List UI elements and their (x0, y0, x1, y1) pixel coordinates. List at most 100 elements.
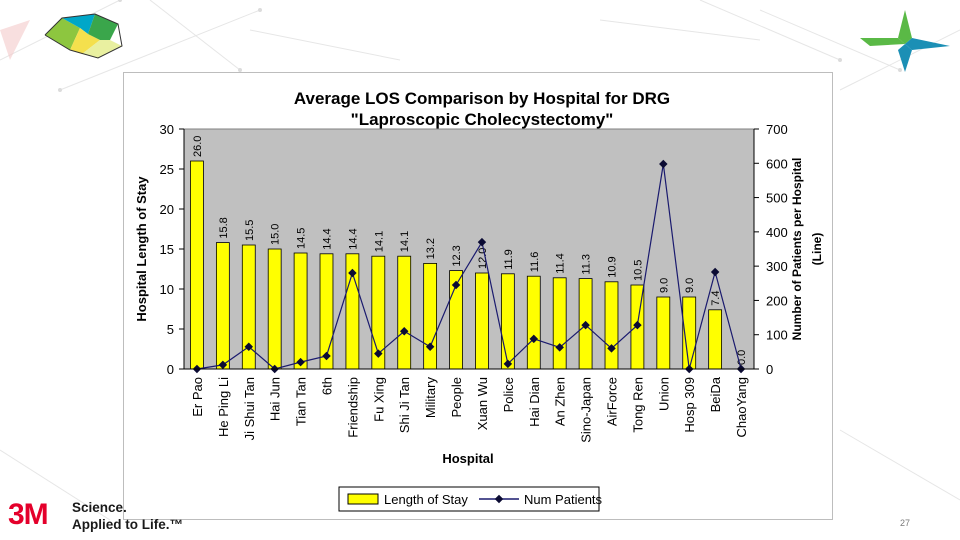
y-tick-label: 25 (160, 162, 174, 177)
bar-length-of-stay (319, 253, 334, 370)
event-logo-left-icon (44, 13, 123, 59)
legend-swatch-marker (494, 494, 504, 504)
marker-num-patients (581, 320, 590, 330)
marker-num-patients (477, 237, 487, 247)
marker-num-patients (503, 359, 513, 369)
y-tick-label: 20 (160, 202, 174, 217)
los-comparison-chart: 26.0 15.8 15.5 15.0 14.5 14.4 14.4 14.1 14.1 13.2… (134, 89, 824, 512)
y2-tick-label: 500 (766, 191, 788, 206)
marker-num-patients (451, 280, 461, 290)
x-tick-label: He Ping Li (216, 377, 231, 437)
marker-num-patients (322, 351, 331, 361)
bar-length-of-stay (267, 248, 282, 370)
bar-data-label: 9.0 (658, 278, 670, 293)
bar-length-of-stay (604, 281, 619, 370)
brand-tagline-line2: Applied to Life.™ (72, 517, 183, 532)
page-number: 27 (900, 518, 911, 528)
chart-title-line2: "Laproscopic Cholecystectomy" (351, 110, 614, 129)
x-tick-label: Military (423, 377, 438, 419)
legend-label-bar: Length of Stay (384, 492, 468, 507)
bar-data-label: 9.0 (684, 278, 696, 293)
bar-data-label: 15.0 (270, 224, 282, 245)
x-tick-label: Sino-Japan (579, 377, 594, 443)
x-tick-label: Police (501, 377, 516, 412)
bar-length-of-stay (475, 272, 489, 370)
bar-length-of-stay (552, 277, 567, 370)
bar-length-of-stay (215, 242, 230, 370)
y2-tick-label: 700 (766, 122, 788, 137)
y2-tick-label: 100 (766, 328, 788, 343)
bar-data-label: 26.0 (192, 136, 204, 157)
marker-num-patients (218, 360, 228, 370)
bar-length-of-stay (190, 160, 204, 370)
x-tick-label: ChaoYang (734, 377, 749, 437)
x-tick-label: An Zhen (553, 377, 568, 426)
x-tick-label: Hosp 309 (682, 377, 697, 433)
bar-length-of-stay (656, 296, 671, 370)
marker-num-patients (348, 268, 357, 278)
y-tick-label: 15 (160, 242, 174, 257)
x-tick-label: Shi Ji Tan (397, 377, 412, 433)
x-tick-label: Tian Tan (294, 377, 309, 426)
x-tick-label: Union (656, 377, 671, 411)
x-axis-label: Hospital (442, 451, 493, 466)
x-tick-label: Xuan Wu (475, 377, 490, 430)
bar-data-label: 11.9 (503, 249, 515, 270)
bar-data-label: 14.4 (347, 228, 359, 249)
sponsor-logo-right-icon (860, 10, 950, 72)
legend-swatch-bar (347, 493, 379, 505)
bar-length-of-stay (526, 275, 541, 370)
x-tick-label: Fu Xing (371, 377, 386, 422)
marker-num-patients (425, 342, 435, 351)
bar-length-of-stay (423, 262, 438, 370)
x-tick-label: Hai Dian (527, 377, 542, 427)
bar-data-label: 13.2 (425, 238, 437, 259)
bar-length-of-stay (500, 273, 515, 370)
chart-frame: 26.0 15.8 15.5 15.0 14.5 14.4 14.4 14.1 14.1 13.2… (123, 72, 833, 520)
legend-label-line: Num Patients (524, 492, 603, 507)
brand-logo: 3M (8, 498, 49, 531)
y-axis-label: Hospital Length of Stay (134, 176, 149, 322)
x-tick-label: Er Pao (190, 377, 205, 417)
bar-data-label: 12.3 (451, 245, 463, 266)
y2-tick-label: 600 (766, 156, 788, 171)
y2-axis-label-line1: Number of Patients per Hospital (790, 158, 804, 341)
marker-num-patients (529, 334, 539, 344)
bar-data-label: 14.5 (296, 228, 308, 249)
chart-title-line1: Average LOS Comparison by Hospital for D… (294, 89, 670, 108)
marker-num-patients (244, 342, 254, 351)
bar-data-label: 7.4 (710, 291, 722, 306)
brand-tagline-line1: Science. (72, 500, 127, 515)
x-tick-label: Ji Shui Tan (242, 377, 257, 440)
marker-num-patients (710, 267, 720, 277)
bar-data-label: 15.8 (218, 217, 230, 238)
y-tick-label: 30 (160, 122, 174, 137)
bar-data-label: 10.5 (632, 260, 644, 281)
y2-tick-label: 0 (766, 362, 773, 377)
y2-axis-label-line2: (Line) (810, 233, 824, 266)
marker-num-patients (607, 344, 616, 353)
x-tick-label: 6th (320, 377, 335, 395)
bar-data-label: 11.3 (581, 254, 593, 275)
marker-num-patients (633, 320, 642, 330)
x-tick-label: AirForce (605, 377, 620, 426)
legend: Length of Stay Num Patients (338, 486, 603, 512)
x-tick-label: Tong Ren (630, 377, 645, 433)
bar-data-label: 14.1 (373, 231, 385, 252)
x-tick-label: BeiDa (708, 376, 723, 412)
y2-tick-label: 400 (766, 225, 788, 240)
brand-tagline: Science. Applied to Life.™ (72, 499, 183, 533)
x-tick-label: People (449, 377, 464, 417)
bar-data-label: 14.4 (322, 228, 334, 249)
bar-length-of-stay (397, 255, 412, 370)
y2-tick-label: 300 (766, 259, 788, 274)
legend-frame (338, 486, 600, 512)
marker-num-patients (296, 357, 305, 367)
bar-length-of-stay (293, 252, 308, 370)
x-tick-label: Friendship (345, 377, 360, 438)
y-tick-label: 0 (167, 362, 174, 377)
x-tick-label: Hai Jun (268, 377, 283, 421)
bar-data-label: 11.6 (529, 252, 541, 273)
y-tick-label: 10 (160, 282, 174, 297)
